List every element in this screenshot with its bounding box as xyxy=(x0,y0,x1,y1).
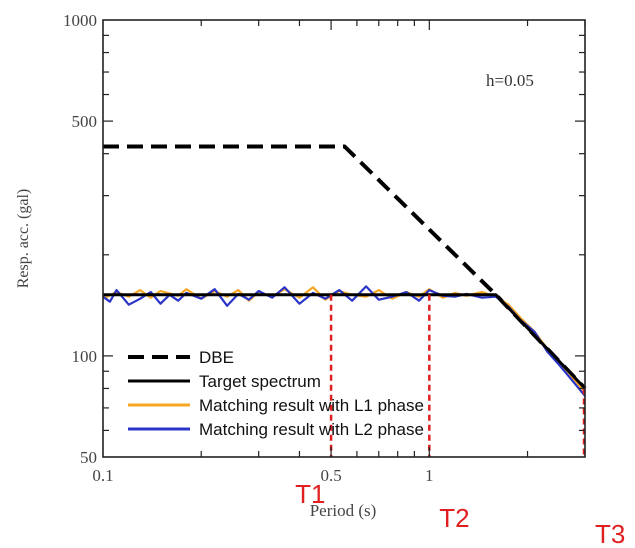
damping-annotation: h=0.05 xyxy=(486,71,534,90)
marker-label-t1: T1 xyxy=(295,479,325,509)
legend-label-1: DBE xyxy=(199,348,234,367)
legend-label-3: Matching result with L1 phase xyxy=(199,396,424,415)
x-axis-label: Period (s) xyxy=(310,501,377,520)
x-tick-label: 0.1 xyxy=(92,466,113,485)
x-tick-label: 1 xyxy=(425,466,434,485)
plot-area-frame xyxy=(102,19,586,458)
y-tick-label: 50 xyxy=(80,448,97,467)
legend: DBE Target spectrum Matching result with L… xyxy=(128,348,424,439)
y-tick-label: 100 xyxy=(72,347,98,366)
legend-label-4: Matching result with L2 phase xyxy=(199,420,424,439)
x-tick-label: 0.5 xyxy=(320,466,341,485)
y-tick-label: 500 xyxy=(72,112,98,131)
legend-label-2: Target spectrum xyxy=(199,372,321,391)
marker-label-t2: T2 xyxy=(439,503,469,533)
series-line-2 xyxy=(103,293,587,390)
y-axis-label: Resp. acc. (gal) xyxy=(15,189,32,289)
y-tick-label: 1000 xyxy=(63,11,97,30)
marker-label-t3: T3 xyxy=(595,519,625,548)
